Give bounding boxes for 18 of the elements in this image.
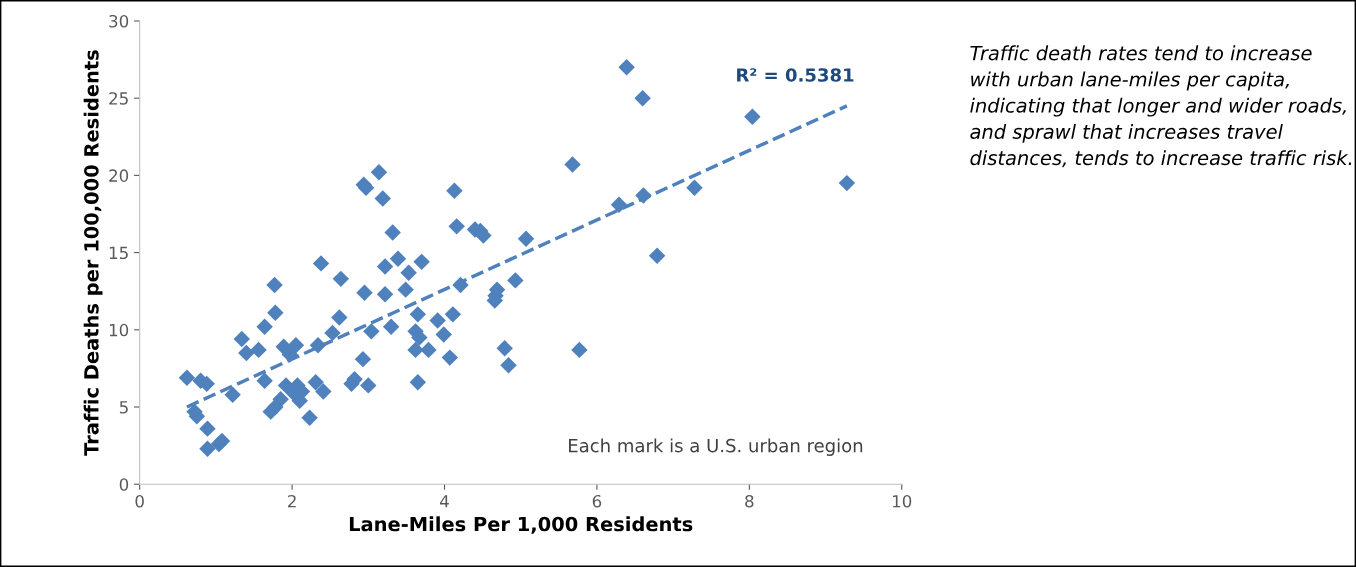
annotation: Each mark is a U.S. urban region (569, 438, 863, 456)
x-tick-label: 0 (135, 494, 144, 508)
y-axis-title: Traffic Deaths per 100,000 Residents (83, 50, 103, 456)
y-tick-label: 15 (109, 246, 128, 260)
y-tick-label: 30 (109, 14, 129, 28)
text: Traffic death rates tend to increase with urban lane-miles per capita, indicating that longer and wider roads, and sprawl that increases travel distances, tends to increase traffic risk. (970, 45, 1352, 168)
x-tick-label: 6 (592, 494, 602, 508)
annotation: R² = 0.5381 (737, 68, 854, 82)
y-tick-label: 20 (109, 169, 129, 182)
y-tick-label: 5 (119, 401, 128, 414)
x-axis-title: Lane-Miles Per 1,000 Residents (349, 516, 693, 534)
y-tick-label: 10 (109, 323, 129, 337)
x-tick-label: 10 (892, 494, 912, 508)
y-tick-label: 25 (109, 92, 128, 105)
y-tick-label: 0 (119, 478, 129, 491)
x-tick-label: 4 (440, 495, 449, 508)
x-tick-label: 2 (288, 494, 296, 508)
x-tick-label: 8 (745, 494, 754, 508)
